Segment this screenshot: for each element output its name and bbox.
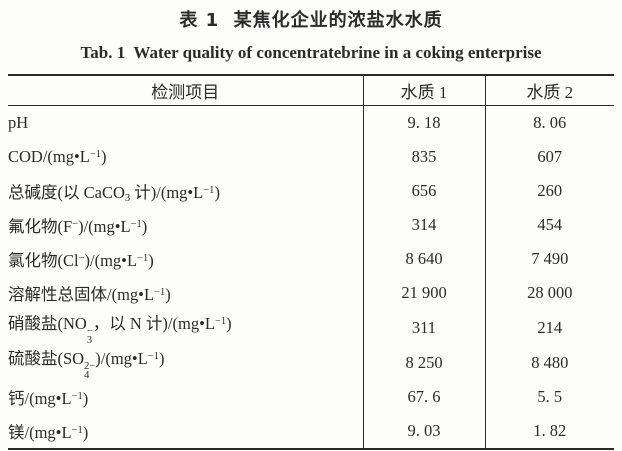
table-row: 氟化物(F−)/(mg•L−1) 314 454 — [8, 208, 614, 242]
table-title-zh: 表 1 某焦化企业的浓盐水水质 — [179, 10, 443, 31]
value-cell-water1: 314 — [362, 208, 485, 242]
row-label: 钙/(mg•L−1) — [8, 389, 89, 408]
stacked-script: 2− 4 — [84, 361, 96, 381]
value-cell-water2: 7 490 — [484, 242, 614, 276]
row-label: COD/(mg•L−1) — [8, 147, 107, 166]
value-cell-water2: 1. 82 — [484, 414, 614, 449]
row-label: 硫酸盐(SO 2− 4)/(mg•L−1) — [8, 349, 165, 381]
value-cell-water1: 656 — [362, 174, 485, 208]
row-label: 氯化物(Cl−)/(mg•L−1) — [8, 251, 154, 270]
table-row: 硝酸盐(NO −3 ，以 N 计)/(mg•L−1) 311 214 — [8, 310, 614, 346]
value-cell-water1: 311 — [362, 310, 485, 345]
value-cell-water2: 5. 5 — [484, 380, 614, 414]
value-cell-water1: 8 250 — [362, 345, 485, 380]
row-label: 总碱度(以 CaCO3 计)/(mg•L−1) — [8, 183, 220, 204]
value-cell-water2: 214 — [484, 310, 614, 345]
col-header-water1: 水质 1 — [362, 75, 485, 106]
value-cell-water1: 835 — [362, 140, 485, 174]
table-title-en: Tab. 1 Water quality of concentratebrine… — [80, 43, 542, 62]
table-row: 氯化物(Cl−)/(mg•L−1) 8 640 7 490 — [8, 242, 614, 276]
table-row: 镁/(mg•L−1) 9. 03 1. 82 — [8, 414, 614, 449]
value-cell-water2: 260 — [484, 174, 614, 208]
table-row: pH 9. 18 8. 06 — [8, 105, 614, 140]
row-label: pH — [8, 113, 29, 132]
value-cell-water2: 454 — [484, 208, 614, 242]
row-label: 氟化物(F−)/(mg•L−1) — [8, 217, 148, 236]
value-cell-water2: 607 — [484, 140, 614, 174]
value-cell-water2: 8. 06 — [484, 105, 614, 140]
table-row: 总碱度(以 CaCO3 计)/(mg•L−1) 656 260 — [8, 174, 614, 208]
table-row: 溶解性总固体/(mg•L−1) 21 900 28 000 — [8, 276, 614, 310]
value-cell-water1: 21 900 — [362, 276, 485, 310]
row-label: 镁/(mg•L−1) — [8, 423, 89, 442]
table-body: pH 9. 18 8. 06 COD/(mg•L−1) 835 607 总碱度(以 CaCO… — [8, 105, 614, 449]
header-row: 检测项目 水质 1 水质 2 — [8, 75, 614, 106]
value-cell-water1: 9. 18 — [362, 105, 485, 140]
col-header-water2: 水质 2 — [484, 75, 614, 106]
col-header-parameter: 检测项目 — [8, 75, 363, 106]
value-cell-water1: 9. 03 — [362, 414, 485, 449]
value-cell-water1: 67. 6 — [362, 380, 485, 414]
value-cell-water2: 8 480 — [484, 345, 614, 380]
table-row: COD/(mg•L−1) 835 607 — [8, 140, 614, 174]
table-row: 钙/(mg•L−1) 67. 6 5. 5 — [8, 380, 614, 414]
value-cell-water2: 28 000 — [484, 276, 614, 310]
row-label: 硝酸盐(NO −3 ，以 N 计)/(mg•L−1) — [8, 314, 232, 346]
value-cell-water1: 8 640 — [362, 242, 485, 276]
row-label: 溶解性总固体/(mg•L−1) — [8, 285, 171, 304]
table-row: 硫酸盐(SO 2− 4)/(mg•L−1) 8 250 8 480 — [8, 345, 614, 381]
stacked-script: −3 — [86, 326, 93, 346]
water-quality-table: 检测项目 水质 1 水质 2 pH 9. 18 8. 06 COD/(mg•L−1) 8… — [8, 74, 614, 450]
